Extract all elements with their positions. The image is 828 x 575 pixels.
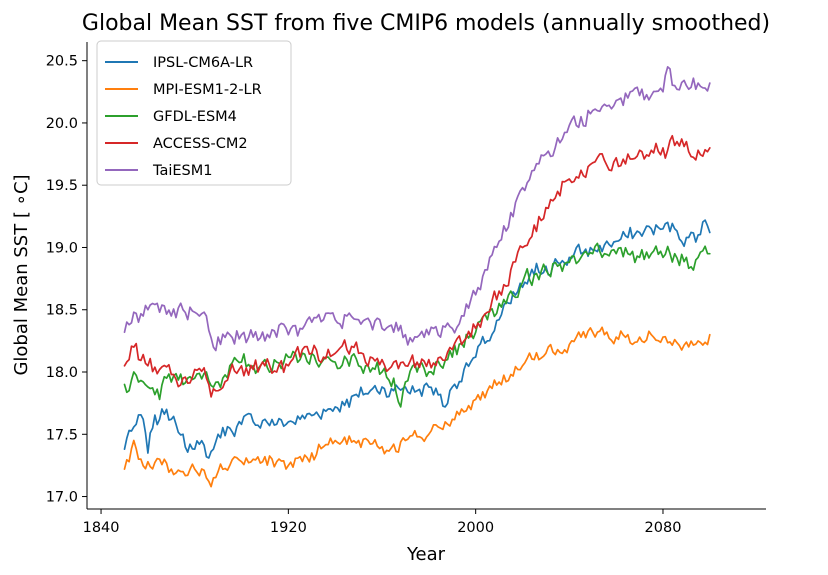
legend-label: GFDL-ESM4 — [153, 109, 237, 125]
chart-title: Global Mean SST from five CMIP6 models (… — [82, 11, 770, 36]
series-line-access-cm2 — [123, 134, 711, 398]
y-tick-label: 18.5 — [46, 303, 78, 319]
y-axis-label: Global Mean SST [ ∘C] — [11, 174, 32, 375]
x-axis-label: Year — [406, 544, 446, 565]
y-tick-label: 17.0 — [46, 490, 78, 506]
axes — [86, 42, 766, 510]
legend-label: IPSL-CM6A-LR — [153, 55, 253, 71]
legend-label: ACCESS-CM2 — [153, 136, 248, 152]
legend-label: TaiESM1 — [152, 163, 212, 179]
y-tick-label: 17.5 — [46, 427, 78, 443]
x-tick-label: 1840 — [83, 520, 120, 536]
legend-label: MPI-ESM1-2-LR — [153, 82, 262, 98]
x-tick-label: 2080 — [645, 520, 682, 536]
series-line-mpi-esm1-2-lr — [123, 326, 711, 488]
y-tick-label: 19.5 — [46, 178, 78, 194]
series-group — [123, 66, 711, 488]
series-line-ipsl-cm6a-lr — [123, 219, 711, 459]
x-ticks: 1840 1920 2000 2080 — [83, 509, 682, 536]
legend: IPSL-CM6A-LR MPI-ESM1-2-LR GFDL-ESM4 ACCESS… — [96, 40, 292, 186]
y-ticks: 17.0 17.5 18.0 18.5 19.0 19.5 20.0 20.5 — [46, 54, 87, 506]
series-line-taiesm1 — [123, 66, 711, 352]
legend-items: IPSL-CM6A-LR MPI-ESM1-2-LR GFDL-ESM4 ACCESS… — [105, 55, 262, 179]
y-tick-label: 20.0 — [46, 116, 78, 132]
y-tick-label: 20.5 — [46, 54, 78, 70]
series-line-gfdl-esm4 — [123, 242, 711, 408]
y-tick-label: 19.0 — [46, 240, 78, 256]
y-tick-label: 18.0 — [46, 365, 78, 381]
x-tick-label: 1920 — [270, 520, 307, 536]
x-tick-label: 2000 — [457, 520, 494, 536]
legend-frame — [96, 40, 292, 186]
